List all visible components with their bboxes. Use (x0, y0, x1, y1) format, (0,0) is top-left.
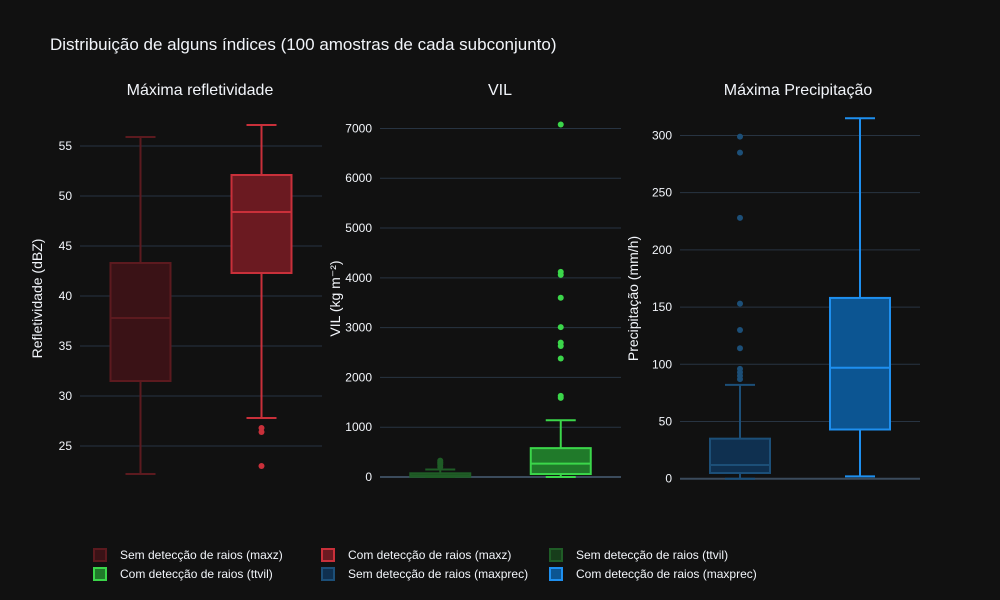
outlier-point (557, 324, 564, 331)
box-iqr (829, 296, 891, 431)
legend-swatch (549, 567, 563, 581)
panel-1: 25 30 35 40 45 50 55 Máxima refletividade Reflet… (29, 82, 322, 475)
box-iqr (529, 447, 592, 476)
legend-label: Sem detecção de raios (ttvil) (576, 548, 728, 562)
chart-title: Distribuição de alguns índices (100 amos… (50, 35, 557, 54)
outlier-point (737, 149, 743, 156)
panel-title: VIL (488, 82, 512, 99)
y-axis-label: VIL (kg m⁻²) (327, 260, 343, 336)
box-iqr (709, 437, 771, 474)
y-tick-label: 100 (652, 357, 672, 371)
panel-3: 0 50 100 150 200 250 300 Máxima Precipitação Pre… (625, 82, 920, 486)
y-tick-label: 1000 (345, 420, 372, 434)
legend-swatch (321, 567, 335, 581)
legend-item: Com detecção de raios (ttvil) (93, 567, 273, 581)
y-tick-label: 50 (59, 189, 73, 203)
box-series (829, 117, 891, 478)
outlier-point (258, 463, 265, 469)
legend-label: Com detecção de raios (maxprec) (576, 567, 757, 581)
panel-title: Máxima refletividade (127, 82, 274, 99)
outlier-point (737, 345, 743, 352)
legend-label: Sem detecção de raios (maxprec) (348, 567, 528, 581)
y-tick-label: 55 (59, 139, 73, 153)
outlier-point (437, 457, 444, 464)
legend-item: Com detecção de raios (maxz) (321, 548, 511, 562)
y-tick-label: 45 (59, 239, 73, 253)
outlier-point (258, 429, 265, 435)
y-axis-label: Precipitação (mm/h) (625, 236, 641, 361)
outlier-point (557, 268, 564, 275)
y-tick-label: 25 (59, 439, 73, 453)
box-series (709, 133, 771, 480)
outlier-point (737, 326, 743, 333)
y-tick-label: 3000 (345, 321, 372, 335)
outlier-point (557, 355, 564, 362)
y-tick-label: 300 (652, 128, 672, 142)
outlier-point (557, 392, 564, 399)
y-tick-label: 0 (365, 470, 372, 484)
y-tick-label: 200 (652, 243, 672, 257)
y-tick-label: 50 (659, 415, 673, 429)
legend-label: Sem detecção de raios (maxz) (120, 548, 283, 562)
panel-title: Máxima Precipitação (724, 82, 873, 99)
panels: 25 30 35 40 45 50 55 Máxima refletividade Reflet… (29, 82, 920, 486)
outlier-point (737, 214, 743, 221)
box-iqr (109, 262, 172, 382)
outlier-point (557, 339, 564, 346)
box-series (109, 136, 172, 475)
y-tick-label: 4000 (345, 271, 372, 285)
outlier-point (737, 133, 743, 140)
legend-label: Com detecção de raios (ttvil) (120, 567, 273, 581)
outlier-point (557, 121, 564, 128)
box-series (529, 121, 592, 479)
y-tick-label: 2000 (345, 370, 372, 384)
y-tick-label: 40 (59, 289, 73, 303)
y-tick-label: 7000 (345, 121, 372, 135)
outlier-point (737, 300, 743, 307)
outlier-point (737, 365, 743, 372)
legend-item: Sem detecção de raios (maxz) (93, 548, 283, 562)
y-tick-label: 6000 (345, 171, 372, 185)
outlier-point (557, 294, 564, 301)
legend-item: Sem detecção de raios (maxprec) (321, 567, 528, 581)
y-tick-label: 30 (59, 389, 73, 403)
legend-item: Com detecção de raios (maxprec) (549, 567, 757, 581)
legend-swatch (549, 548, 563, 562)
y-tick-label: 250 (652, 186, 672, 200)
box-iqr (230, 174, 293, 274)
y-tick-label: 0 (665, 472, 672, 486)
y-tick-label: 150 (652, 300, 672, 314)
legend-item: Sem detecção de raios (ttvil) (549, 548, 728, 562)
y-tick-label: 5000 (345, 221, 372, 235)
legend-swatch (93, 567, 107, 581)
legend-swatch (93, 548, 107, 562)
y-axis-label: Refletividade (dBZ) (29, 239, 45, 359)
box-series (230, 124, 293, 469)
panel-2: 0 1000 2000 3000 4000 5000 6000 7000 VIL VIL (kg … (327, 82, 621, 484)
legend: Sem detecção de raios (maxz) Com detecção… (93, 548, 757, 581)
y-tick-label: 35 (59, 339, 73, 353)
legend-swatch (321, 548, 335, 562)
box-series (409, 457, 472, 479)
legend-label: Com detecção de raios (maxz) (348, 548, 511, 562)
